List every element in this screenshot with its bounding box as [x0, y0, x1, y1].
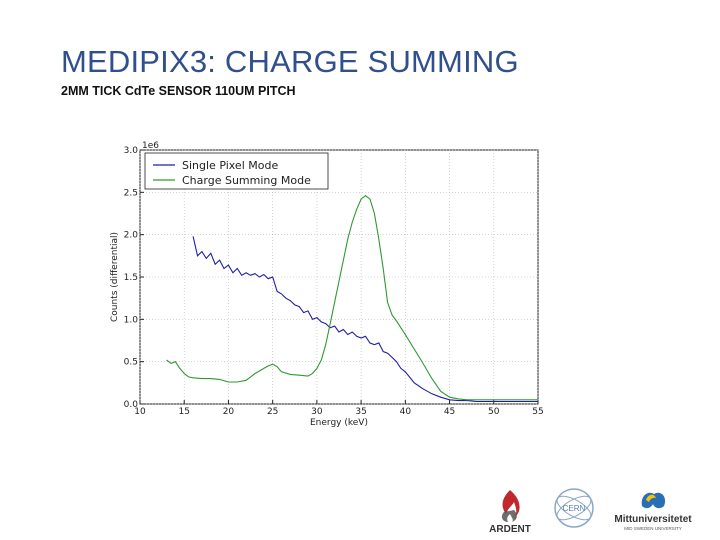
slide-title: MEDIPIX3: CHARGE SUMMING — [61, 44, 519, 79]
x-tick-label: 10 — [134, 407, 146, 417]
y-tick-label: 1.5 — [124, 273, 138, 283]
miun-logo-tagline: MID SWEDEN UNIVERSITY — [624, 526, 682, 531]
x-tick-label: 50 — [488, 407, 500, 417]
cern-logo-icon: CERN — [554, 488, 594, 528]
x-tick-label: 55 — [532, 407, 543, 417]
ardent-logo-icon: ARDENT — [489, 490, 531, 534]
miun-logo-icon: Mittuniversitetet MID SWEDEN UNIVERSITY — [614, 492, 692, 531]
energy-spectrum-chart: 10 15 20 25 30 35 40 45 50 55 0.0 0.5 1.0 1.5 2.0 2.5 3.… — [110, 141, 544, 428]
y-tick-label: 1.0 — [124, 315, 139, 325]
slide-subtitle: 2MM TICK CdTe SENSOR 110UM PITCH — [61, 84, 296, 98]
y-tick-label: 0.0 — [124, 400, 139, 410]
footer-logos: ARDENT CERN Mittuniversitetet MID SWEDEN… — [470, 480, 715, 535]
y-tick-label: 3.0 — [124, 146, 139, 156]
y-tick-label: 0.5 — [124, 358, 138, 368]
miun-logo-name: Mittuniversitetet — [614, 514, 692, 525]
legend-entry: Single Pixel Mode — [182, 159, 278, 172]
x-axis-label: Energy (keV) — [310, 418, 368, 428]
series-line-single-pixel-mode — [192, 236, 538, 403]
y-axis-multiplier: 1e6 — [142, 141, 159, 151]
y-tick-label: 2.5 — [124, 188, 138, 198]
x-tick-label: 35 — [355, 407, 366, 417]
legend-entry: Charge Summing Mode — [182, 174, 311, 187]
y-tick-label: 2.0 — [124, 231, 139, 241]
x-tick-label: 45 — [444, 407, 455, 417]
x-tick-label: 25 — [267, 407, 278, 417]
x-tick-label: 15 — [178, 407, 189, 417]
legend-box — [144, 152, 329, 190]
x-tick-label: 20 — [223, 407, 235, 417]
x-tick-label: 30 — [311, 407, 323, 417]
x-tick-label: 40 — [400, 407, 412, 417]
cern-logo-text: CERN — [563, 504, 586, 513]
y-axis-label: Counts (differential) — [110, 232, 120, 322]
ardent-logo-text: ARDENT — [489, 524, 531, 534]
series-line-charge-summing-mode — [166, 195, 538, 401]
